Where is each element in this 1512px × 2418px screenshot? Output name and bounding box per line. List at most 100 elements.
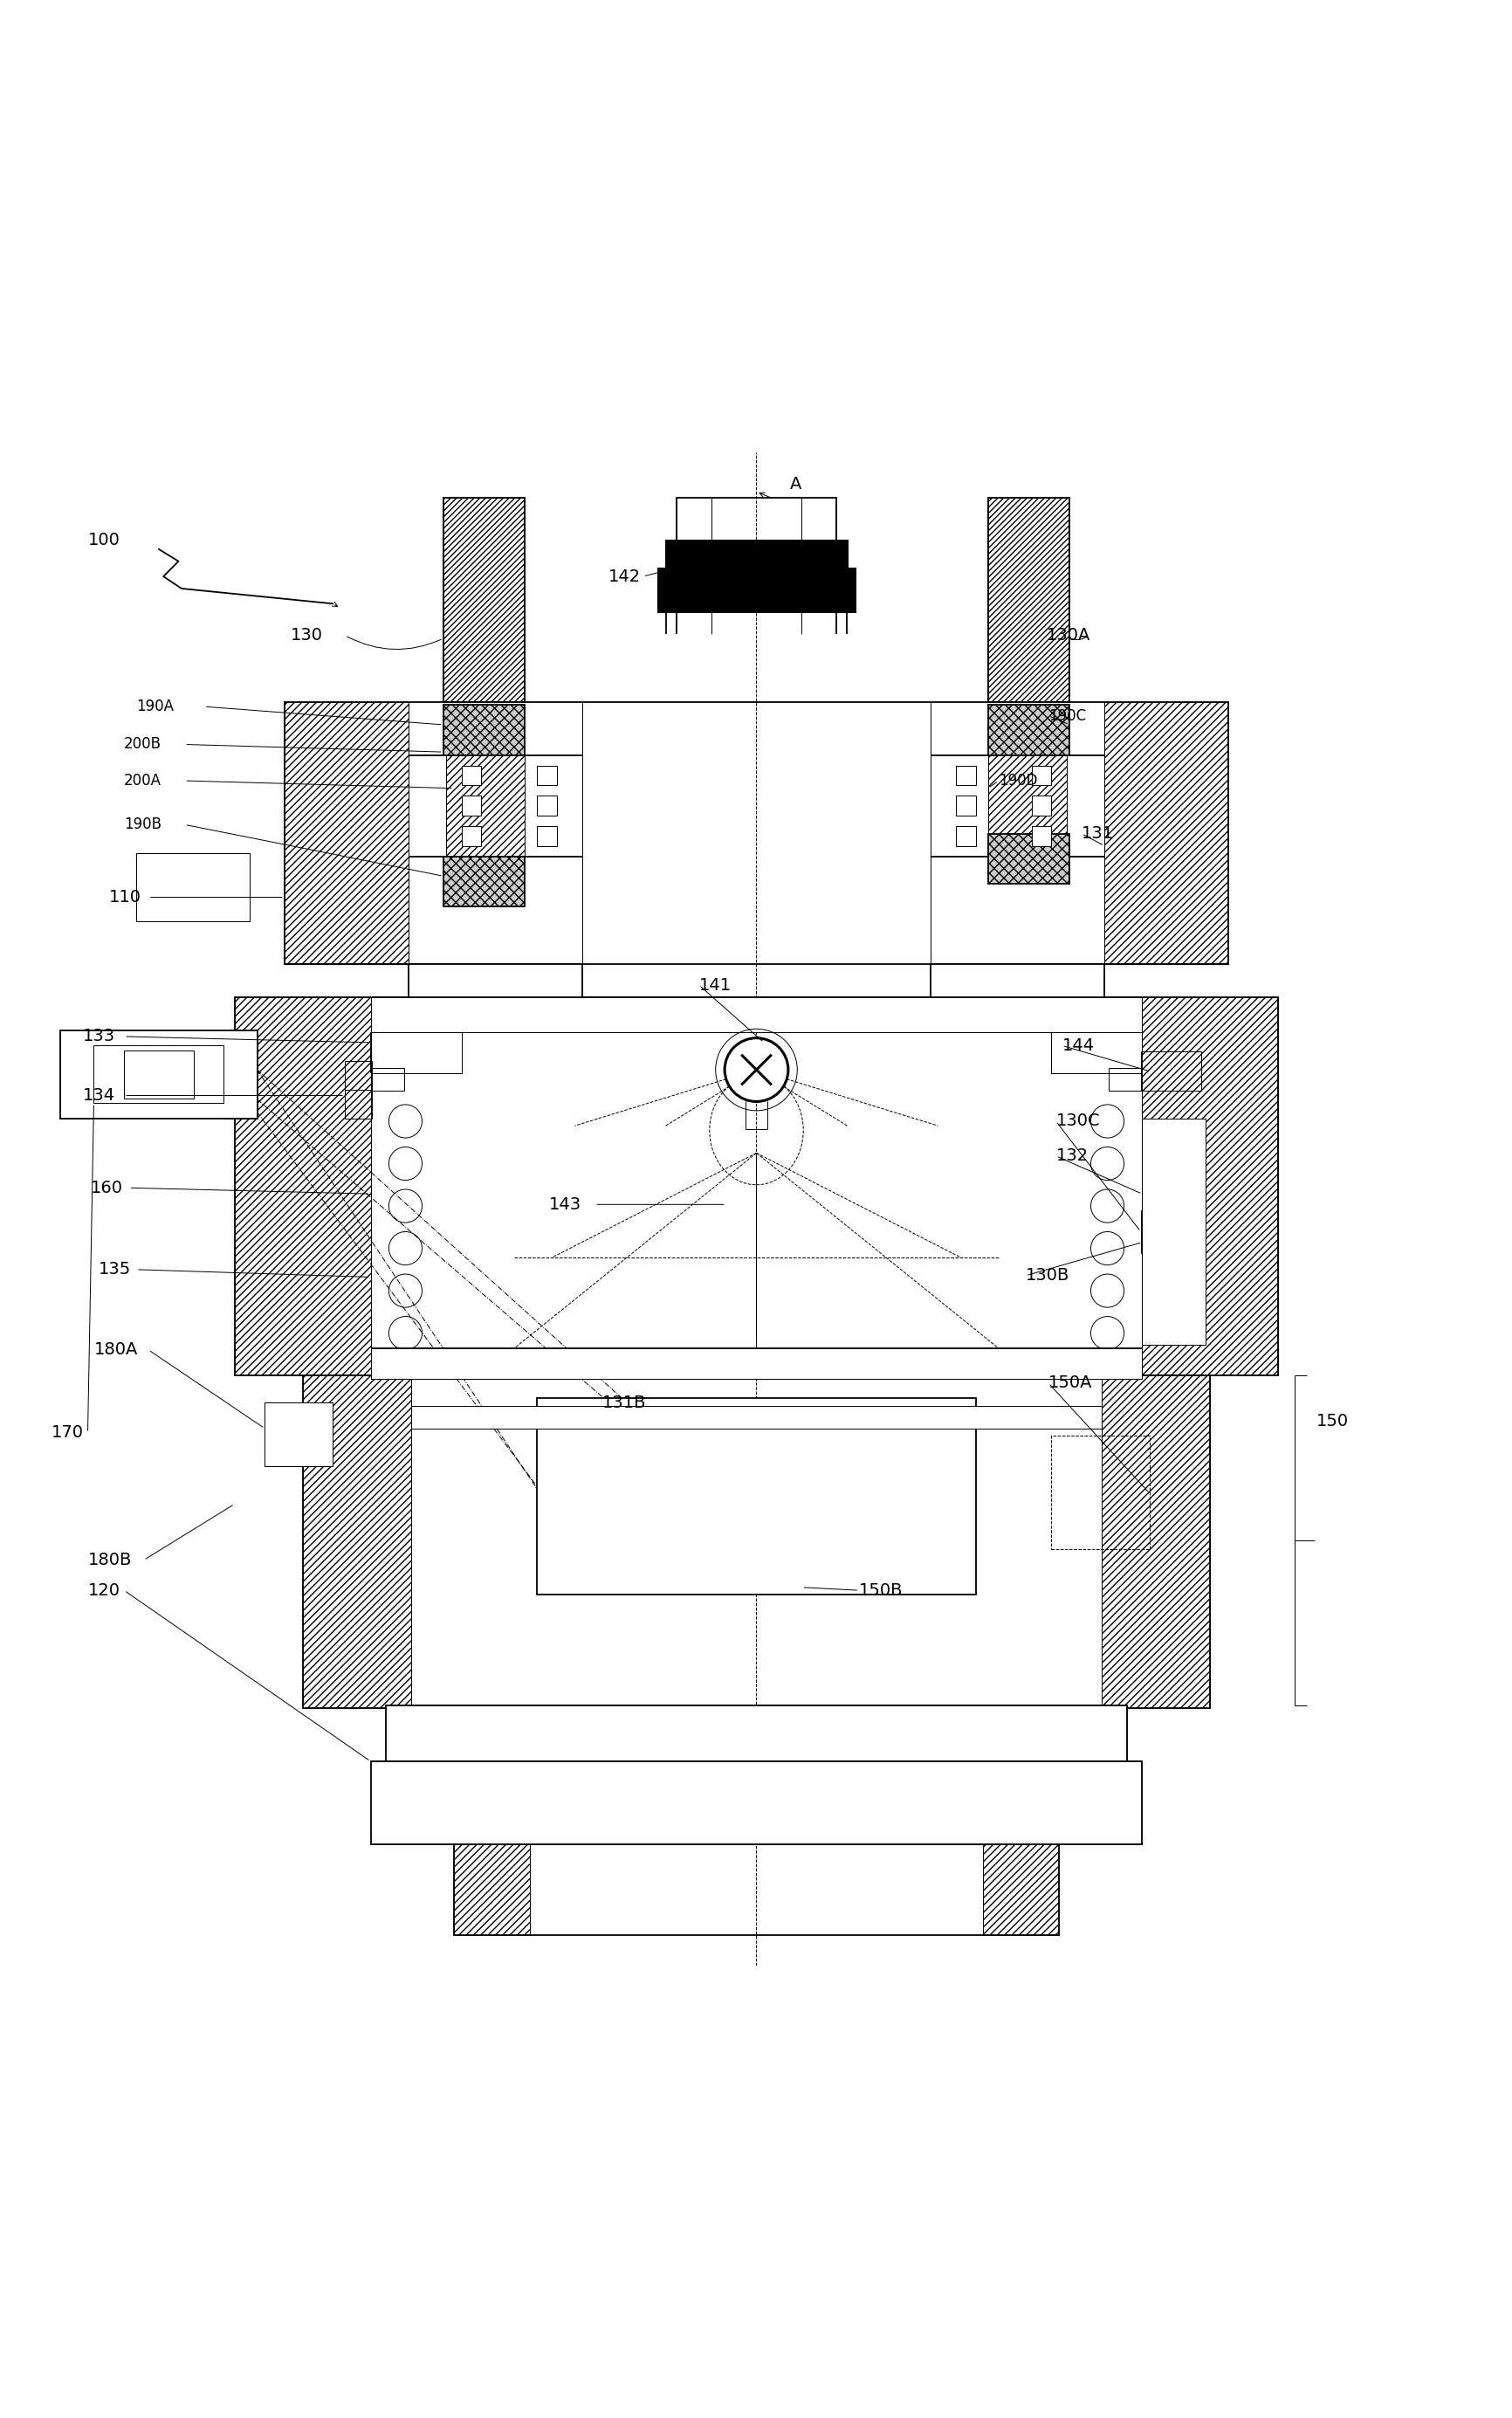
Text: 190B: 190B: [124, 817, 162, 832]
Bar: [370, 1349, 1142, 1378]
Text: 200B: 200B: [124, 737, 162, 752]
Text: 190C: 190C: [1048, 708, 1086, 723]
Bar: [284, 701, 1228, 965]
Text: 190D: 190D: [998, 774, 1037, 788]
Bar: [411, 1405, 1101, 1429]
Bar: [665, 539, 847, 573]
Bar: [265, 1402, 333, 1465]
Text: 130A: 130A: [1046, 626, 1090, 643]
Bar: [461, 767, 481, 786]
Bar: [987, 706, 1069, 754]
Bar: [370, 1760, 1142, 1845]
Bar: [370, 1069, 404, 1091]
Bar: [408, 965, 582, 996]
Bar: [676, 498, 836, 539]
Text: 190A: 190A: [136, 699, 174, 713]
Bar: [537, 767, 556, 786]
Bar: [461, 827, 481, 846]
Bar: [987, 498, 1069, 701]
Text: 131: 131: [1081, 825, 1113, 841]
Bar: [302, 1376, 1210, 1710]
Bar: [1142, 996, 1278, 1376]
Bar: [1054, 1760, 1142, 1845]
Bar: [956, 767, 975, 786]
Bar: [461, 796, 481, 815]
Bar: [370, 996, 1142, 1032]
Bar: [1036, 1705, 1126, 1760]
Bar: [443, 706, 525, 754]
Bar: [987, 834, 1069, 883]
Bar: [345, 1062, 372, 1117]
Bar: [1031, 767, 1051, 786]
Bar: [224, 1030, 257, 1117]
Bar: [234, 996, 1278, 1376]
Bar: [265, 1402, 333, 1465]
Bar: [930, 965, 1104, 996]
Text: 130C: 130C: [1055, 1112, 1099, 1129]
Text: 110: 110: [109, 890, 141, 907]
Text: 141: 141: [699, 977, 730, 994]
Bar: [987, 498, 1069, 701]
Text: 120: 120: [88, 1581, 119, 1598]
Text: 134: 134: [83, 1088, 115, 1103]
Bar: [386, 1705, 476, 1760]
Text: 180B: 180B: [88, 1552, 132, 1569]
Bar: [454, 1710, 529, 1934]
Bar: [454, 1710, 1058, 1934]
Text: 180A: 180A: [94, 1342, 138, 1359]
Bar: [136, 854, 249, 921]
Text: 100: 100: [88, 532, 119, 549]
Text: A: A: [789, 476, 801, 493]
Bar: [446, 754, 525, 856]
Bar: [956, 827, 975, 846]
Text: 144: 144: [1061, 1037, 1093, 1054]
Bar: [408, 965, 582, 996]
Bar: [370, 1032, 461, 1074]
Text: 150A: 150A: [1048, 1376, 1092, 1390]
Bar: [1051, 1436, 1149, 1550]
Bar: [537, 1398, 975, 1596]
Bar: [94, 1045, 224, 1103]
Bar: [234, 996, 370, 1376]
Bar: [302, 1376, 411, 1710]
Text: 132: 132: [1055, 1149, 1087, 1165]
Bar: [370, 1760, 458, 1845]
Text: 143: 143: [549, 1197, 581, 1214]
Bar: [1140, 1052, 1201, 1091]
Text: 131B: 131B: [602, 1395, 646, 1412]
Text: 133: 133: [83, 1028, 115, 1045]
Text: 140: 140: [732, 585, 764, 602]
Text: 170: 170: [51, 1424, 83, 1441]
Bar: [1031, 796, 1051, 815]
Text: 150: 150: [1315, 1412, 1347, 1429]
Bar: [1142, 1117, 1205, 1344]
Bar: [983, 1710, 1058, 1934]
Bar: [1108, 1069, 1142, 1091]
Bar: [1104, 701, 1228, 965]
Bar: [136, 854, 249, 921]
Bar: [537, 796, 556, 815]
Bar: [443, 498, 525, 701]
Bar: [60, 1030, 94, 1117]
Text: 135: 135: [98, 1262, 130, 1277]
Bar: [284, 701, 408, 965]
Circle shape: [724, 1037, 788, 1103]
Bar: [930, 965, 1104, 996]
Bar: [537, 827, 556, 846]
Bar: [987, 754, 1066, 856]
Bar: [1051, 1032, 1142, 1074]
Bar: [443, 498, 525, 701]
Bar: [386, 1705, 1126, 1760]
Bar: [60, 1030, 257, 1117]
Bar: [1031, 827, 1051, 846]
Bar: [956, 796, 975, 815]
Bar: [658, 568, 854, 612]
Text: 130B: 130B: [1025, 1267, 1069, 1284]
Text: 130: 130: [290, 626, 322, 643]
Bar: [1101, 1376, 1210, 1710]
Text: 150B: 150B: [859, 1581, 903, 1598]
Text: 142: 142: [608, 568, 640, 585]
Bar: [1140, 1211, 1201, 1253]
Text: 200A: 200A: [124, 774, 162, 788]
Bar: [124, 1049, 194, 1098]
